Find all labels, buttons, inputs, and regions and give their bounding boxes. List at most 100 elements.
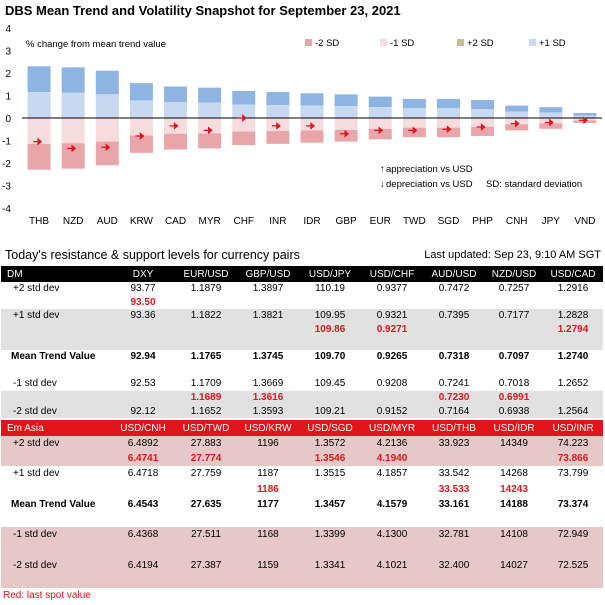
y-tick-label: 3 <box>5 47 11 58</box>
spot-value-cell: 4.1940 <box>361 451 423 467</box>
footnote: Red: last spot value <box>3 590 91 601</box>
row-label <box>1 295 111 310</box>
level-cell: 6.4892 <box>111 436 175 452</box>
spot-value-cell: 1186 <box>237 481 299 497</box>
row-label: +2 std dev <box>1 282 111 296</box>
level-cell: 1.1652 <box>175 404 237 418</box>
level-cell <box>543 363 603 378</box>
legend-label: -1 SD <box>390 38 414 49</box>
level-cell: 1.1765 <box>175 349 237 364</box>
level-cell: 72.525 <box>543 557 603 573</box>
bar-plus1sd <box>300 105 324 118</box>
column-header: EUR/USD <box>175 266 237 282</box>
y-tick-label: -1 <box>2 137 11 148</box>
spot-marker <box>135 132 145 140</box>
level-cell: 0.7097 <box>485 349 543 364</box>
dm-levels-table: DM DXY EUR/USD GBP/USD USD/JPY USD/CHF AUD/USD… <box>1 266 603 418</box>
y-tick-label: -2 <box>2 159 11 170</box>
bar-minus2sd <box>27 143 51 170</box>
spot-value-cell: 27.774 <box>175 451 237 467</box>
spot-value-cell <box>423 322 485 337</box>
level-cell: 92.94 <box>111 349 175 364</box>
legend-label: +2 SD <box>467 38 494 49</box>
row-label <box>1 481 111 497</box>
bar-plus2sd <box>539 107 563 113</box>
column-header: USD/JPY <box>299 266 361 282</box>
level-cell: 1.1709 <box>175 377 237 391</box>
spot-marker <box>340 129 350 138</box>
column-header: GBP/USD <box>237 266 299 282</box>
y-tick-label: 1 <box>5 92 11 103</box>
bar-minus1sd <box>232 118 256 132</box>
level-cell: 1.3399 <box>299 527 361 543</box>
spot-marker <box>374 126 384 135</box>
spot-marker <box>408 126 418 135</box>
row-label <box>1 336 111 350</box>
em-asia-levels-table: Em Asia USD/CNH USD/TWD USD/KRW USD/SGD USD/M… <box>1 420 603 588</box>
level-cell: 1.2652 <box>543 377 603 391</box>
column-header: USD/THB <box>423 420 485 436</box>
table-row <box>1 363 603 378</box>
table-row: +1 std dev 93.36 1.1822 1.3821 109.95 0.9321 0… <box>1 309 603 323</box>
bar-minus2sd <box>300 130 324 143</box>
level-cell <box>485 363 543 378</box>
bar-minus1sd <box>334 118 358 130</box>
level-cell: 110.19 <box>299 282 361 296</box>
level-cell: 4.1021 <box>361 557 423 573</box>
annotation-depreciation: depreciation vs USD <box>386 179 473 190</box>
table-row <box>1 336 603 350</box>
bar-plus2sd <box>368 96 392 108</box>
level-cell: 14268 <box>485 466 543 482</box>
spot-marker <box>544 118 554 127</box>
column-header: USD/KRW <box>237 420 299 436</box>
row-label: -1 std dev <box>1 527 111 543</box>
bar-minus1sd <box>27 118 51 144</box>
table-row: +1 std dev 6.4718 27.759 1187 1.3515 4.1857 33… <box>1 466 603 482</box>
spot-value-cell <box>299 481 361 497</box>
level-cell <box>485 542 543 558</box>
bar-plus2sd <box>95 70 119 95</box>
bar-plus1sd <box>27 92 51 118</box>
spot-value-cell <box>485 451 543 467</box>
level-cell: 1.3457 <box>299 496 361 512</box>
level-cell: 4.1857 <box>361 466 423 482</box>
table-row: 93.50 <box>1 295 603 310</box>
level-cell <box>111 542 175 558</box>
level-cell <box>423 572 485 588</box>
bar-minus2sd <box>471 127 495 136</box>
spot-value-cell <box>237 295 299 310</box>
spot-value-cell: 1.1689 <box>175 390 237 405</box>
row-label: Mean Trend Value <box>1 496 111 512</box>
bar-minus1sd <box>95 118 119 142</box>
y-tick-label: 2 <box>5 69 11 80</box>
spot-value-cell: 1.2794 <box>543 322 603 337</box>
spot-value-cell <box>237 451 299 467</box>
bar-plus2sd <box>471 100 495 109</box>
bar-plus2sd <box>300 93 324 106</box>
bar-plus1sd <box>164 102 188 118</box>
bar-plus1sd <box>368 107 392 118</box>
level-cell <box>423 336 485 350</box>
spot-value-cell: 1.3546 <box>299 451 361 467</box>
bar-plus1sd <box>436 108 460 118</box>
bar-minus1sd <box>402 118 426 128</box>
spot-value-cell <box>175 295 237 310</box>
y-tick-label: -3 <box>2 182 11 193</box>
spot-value-cell <box>111 390 175 405</box>
spot-value-cell: 1.3616 <box>237 390 299 405</box>
spot-marker <box>442 125 452 134</box>
y-tick-label: 0 <box>5 114 11 125</box>
level-cell: 14027 <box>485 557 543 573</box>
level-cell: 1177 <box>237 496 299 512</box>
column-header: DXY <box>111 266 175 282</box>
column-header: USD/IDR <box>485 420 543 436</box>
table-row: 1186 33.533 14243 <box>1 481 603 497</box>
bar-minus2sd <box>368 128 392 140</box>
levels-title: Today's resistance & support levels for … <box>5 248 300 262</box>
level-cell: 0.7318 <box>423 349 485 364</box>
bar-plus2sd <box>129 83 153 101</box>
x-tick-label: EUR <box>370 216 391 227</box>
level-cell: 1.3821 <box>237 309 299 323</box>
x-tick-label: TWD <box>403 216 426 227</box>
spot-value-cell <box>423 295 485 310</box>
